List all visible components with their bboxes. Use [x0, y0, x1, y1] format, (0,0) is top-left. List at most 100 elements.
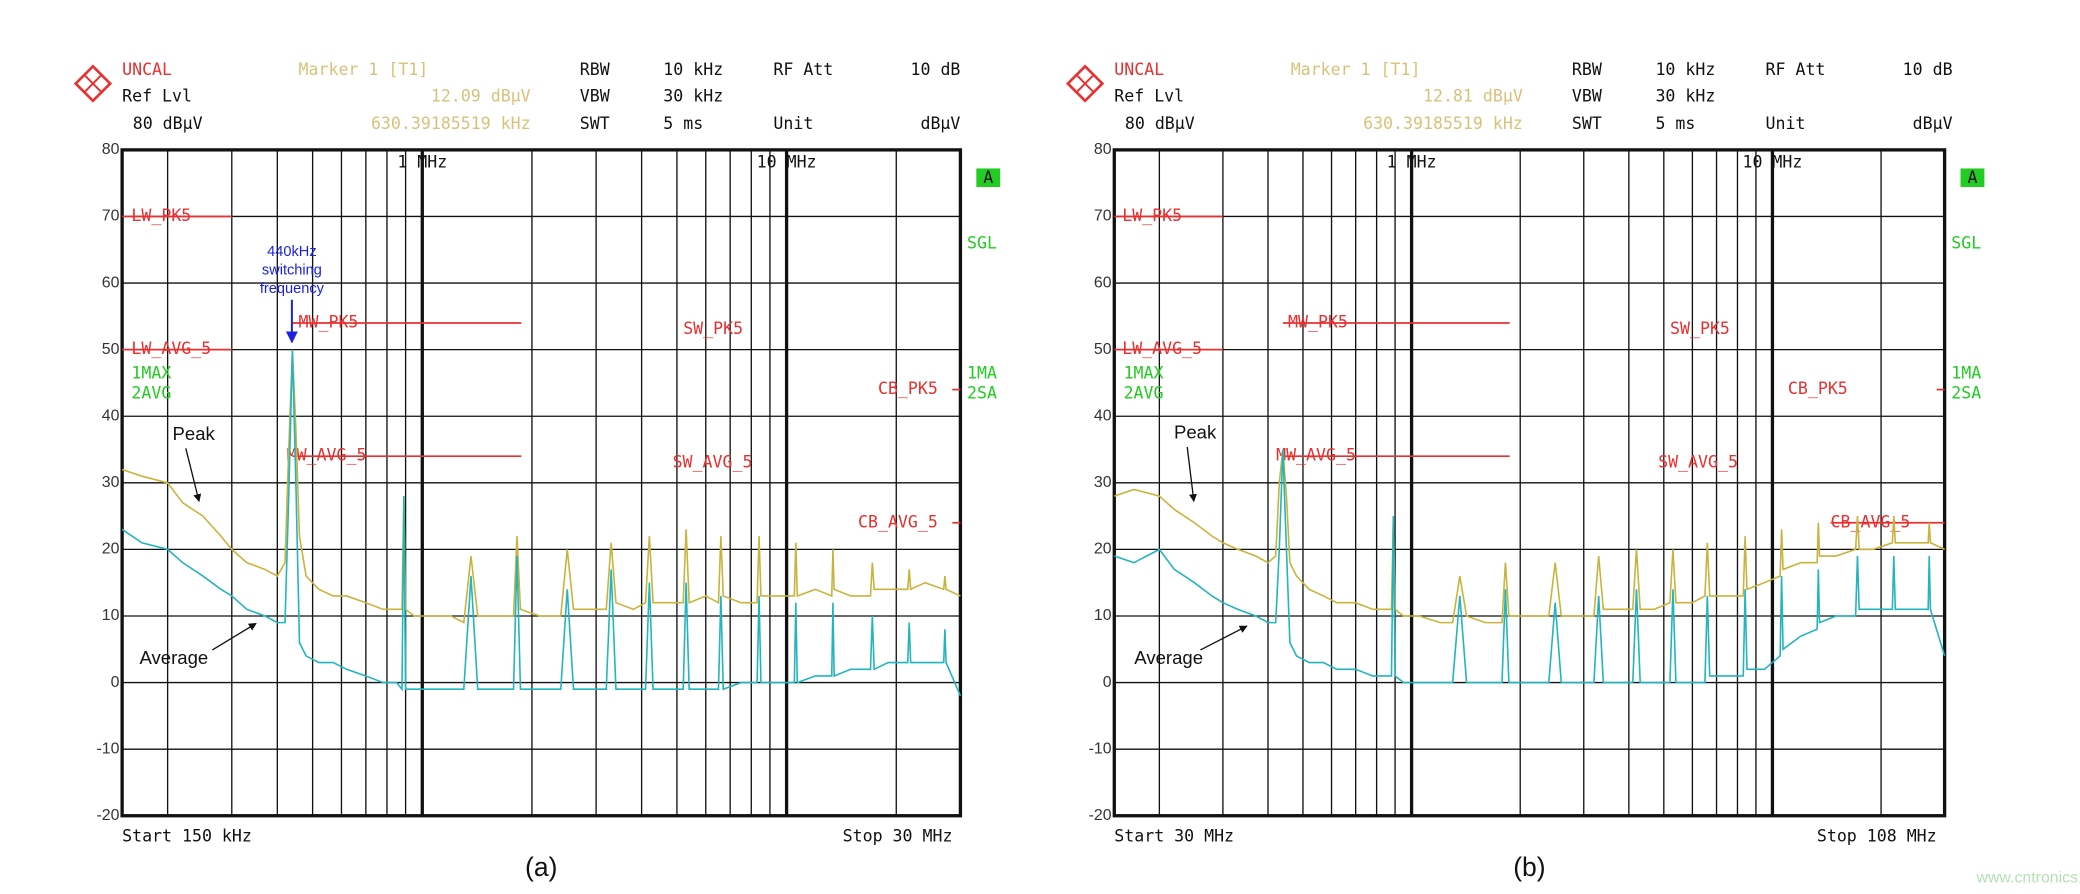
watermark: www.cntronics.com	[1975, 869, 2080, 886]
marker-level: 12.81 dBµV	[1423, 86, 1523, 105]
trace-label: 1MAX	[131, 364, 171, 383]
y-tick-label: 40	[1094, 407, 1112, 424]
ref-label: Ref Lvl	[122, 86, 192, 105]
x-tick-label: 10 MHz	[757, 153, 817, 172]
x-tick-label: 1 MHz	[397, 153, 447, 172]
stop-label: Stop 30 MHz	[843, 826, 953, 845]
limit-label: CB_AVG_5	[1831, 512, 1911, 531]
setting-name: SWT	[1572, 114, 1602, 133]
trace-label: 1MAX	[1124, 364, 1164, 383]
y-tick-label: 0	[111, 674, 120, 691]
annotation-arrow	[211, 622, 257, 651]
status: UNCAL	[1114, 60, 1164, 79]
status-label: SGL	[967, 234, 997, 253]
setting-value: 10 kHz	[1655, 60, 1715, 79]
y-tick-label: 50	[1094, 341, 1112, 358]
limit-label: MW_PK5	[1288, 313, 1348, 332]
y-tick-label: 70	[1094, 208, 1112, 225]
y-tick-label: -10	[96, 740, 119, 757]
y-tick-label: 10	[102, 607, 120, 624]
series-label: Peak	[1174, 422, 1217, 443]
ref-value: 80 dBµV	[133, 114, 203, 133]
status-label: SGL	[1951, 234, 1981, 253]
stop-label: Stop 108 MHz	[1817, 826, 1937, 845]
status-box	[976, 168, 1001, 188]
status-label: 1MA	[967, 364, 997, 383]
y-tick-label: 20	[1094, 541, 1112, 558]
marker-freq: 630.39185519 kHz	[371, 114, 531, 133]
status-label: 2SA	[967, 383, 997, 402]
y-tick-label: 30	[102, 474, 120, 491]
limit-label: SW_AVG_5	[1658, 452, 1738, 471]
marker-title: Marker 1 [T1]	[1291, 60, 1421, 79]
annotation: switching	[262, 262, 322, 278]
start-label: Start 30 MHz	[1114, 826, 1234, 845]
y-tick-label: 60	[102, 274, 120, 291]
trace	[121, 349, 961, 624]
setting-name: VBW	[580, 86, 610, 105]
limit-label: LW_PK5	[131, 206, 191, 225]
ref-value: 80 dBµV	[1125, 114, 1195, 133]
status-label: 2SA	[1951, 383, 1981, 402]
y-tick-label: 50	[102, 341, 120, 358]
y-tick-label: 10	[1094, 607, 1112, 624]
series-label: Average	[1134, 647, 1203, 668]
limit-label: LW_AVG_5	[131, 339, 211, 358]
limit-label: CB_PK5	[1788, 379, 1848, 398]
setting-name: VBW	[1572, 86, 1602, 105]
limit-label: LW_PK5	[1122, 206, 1182, 225]
y-tick-label: 80	[102, 141, 120, 158]
x-tick-label: 10 MHz	[1742, 153, 1802, 172]
annotation-arrow	[1200, 625, 1248, 651]
y-tick-label: -20	[1089, 807, 1112, 824]
plot-frame	[120, 148, 963, 818]
setting-value: 10 dB	[1903, 60, 1953, 79]
annotation: frequency	[260, 281, 325, 297]
limit-label: SW_PK5	[683, 319, 743, 338]
annotation-arrow	[185, 448, 202, 503]
x-tick-label: 1 MHz	[1387, 153, 1437, 172]
trace-label: 2AVG	[1124, 383, 1164, 402]
limit-label: MW_AVG_5	[1276, 446, 1356, 465]
setting-name: SWT	[580, 114, 610, 133]
logo	[73, 64, 113, 103]
trace	[1114, 449, 1945, 624]
marker-title: Marker 1 [T1]	[299, 60, 429, 79]
setting-value: 10 kHz	[663, 60, 723, 79]
setting-value: dBµV	[1913, 114, 1953, 133]
limit-label: SW_PK5	[1670, 319, 1730, 338]
limit-label: LW_AVG_5	[1122, 339, 1202, 358]
y-tick-label: 70	[102, 208, 120, 225]
status-label: A	[983, 168, 993, 187]
setting-value: 10 dB	[911, 60, 961, 79]
setting-value: dBµV	[920, 114, 960, 133]
panel-label: (b)	[1513, 852, 1545, 882]
y-tick-label: 80	[1094, 141, 1112, 158]
status-label: A	[1967, 168, 1977, 187]
y-tick-label: 60	[1094, 274, 1112, 291]
y-tick-label: -20	[96, 807, 119, 824]
setting-value: 30 kHz	[663, 86, 723, 105]
setting-name: Unit	[1766, 114, 1806, 133]
limit-label: SW_AVG_5	[673, 452, 753, 471]
plot-frame	[1112, 148, 1947, 818]
y-tick-label: 30	[1094, 474, 1112, 491]
status-label: 1MA	[1951, 364, 1981, 383]
trace	[1114, 449, 1946, 684]
setting-name: Unit	[773, 114, 813, 133]
y-tick-label: 20	[102, 541, 120, 558]
y-tick-label: 40	[102, 407, 120, 424]
trace	[121, 349, 962, 697]
setting-name: RBW	[580, 60, 610, 79]
logo	[1065, 64, 1105, 103]
ref-label: Ref Lvl	[1114, 86, 1184, 105]
series-label: Average	[139, 647, 208, 668]
annotation-arrow	[1186, 446, 1197, 503]
setting-value: 5 ms	[663, 114, 703, 133]
annotation: 440kHz	[267, 244, 316, 260]
marker-level: 12.09 dBµV	[431, 86, 531, 105]
logo-mark	[84, 74, 102, 93]
status-box	[1960, 168, 1985, 188]
